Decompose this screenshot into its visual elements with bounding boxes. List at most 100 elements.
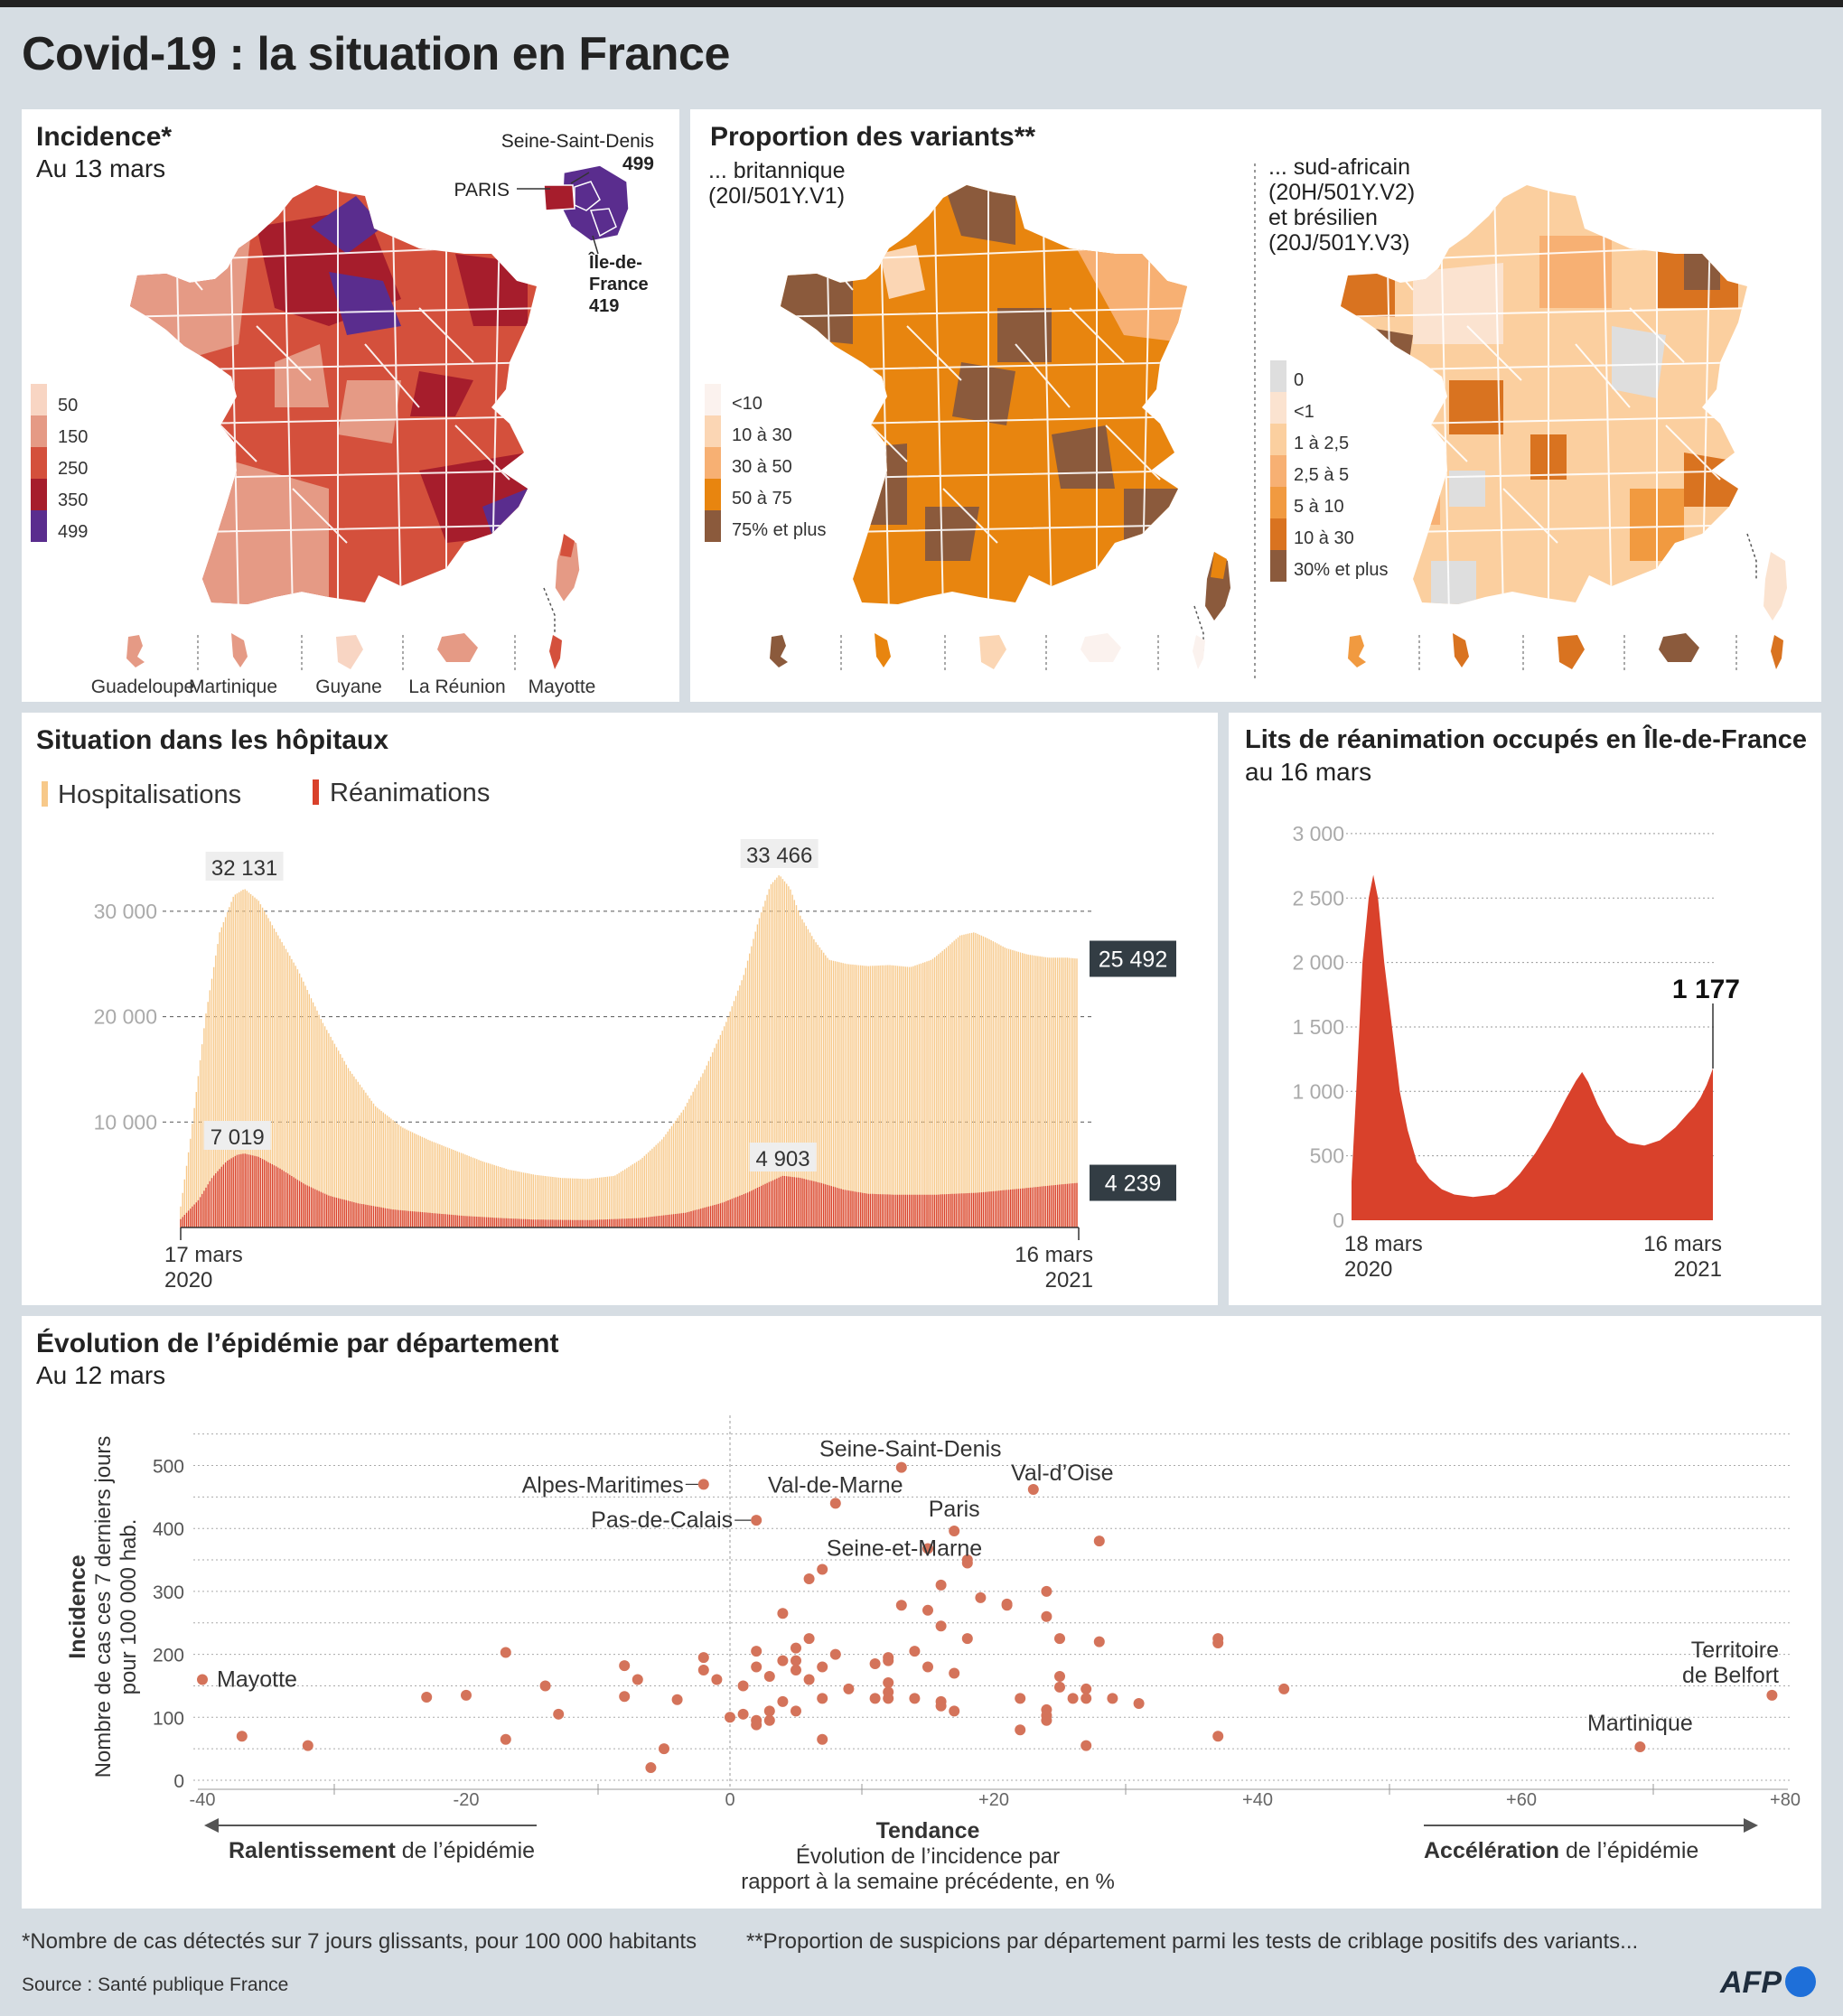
scatter-point — [975, 1591, 987, 1603]
variants-uk-label-2: (20I/501Y.V1) — [708, 183, 846, 209]
icu-idf-chart: 0 500 1 000 1 500 2 000 2 500 3 000 1 177 18 mar… — [1292, 822, 1740, 1282]
scatter-point — [777, 1655, 789, 1666]
variants-panel: Proportion des variants** ... britanniqu… — [690, 109, 1821, 702]
legend-rea-label: Réanimations — [330, 779, 490, 807]
scatter-point — [1054, 1681, 1065, 1693]
scatter-point — [763, 1705, 775, 1717]
sa-legend-swatch — [1270, 550, 1286, 582]
scatter-point — [1054, 1633, 1065, 1645]
scatter-point — [935, 1579, 947, 1591]
peak2-rea-label: 4 903 — [756, 1147, 810, 1171]
scatter-subtitle: Au 12 mars — [36, 1361, 166, 1389]
scatter-point — [869, 1658, 881, 1670]
scatter-point — [1133, 1697, 1145, 1709]
icu-end-date-1: 16 mars — [1643, 1232, 1722, 1256]
uk-variant-legend: <10 10 à 30 30 à 50 50 à 75 75% et plus — [705, 384, 827, 542]
scatter-point — [777, 1695, 789, 1707]
scatter-point — [500, 1733, 511, 1745]
scatter-point — [1212, 1731, 1224, 1742]
scatter-point — [791, 1655, 801, 1666]
scatter-point — [803, 1633, 815, 1645]
territory-label: Guadeloupe — [91, 677, 194, 697]
scatter-point — [935, 1620, 947, 1632]
idf-inset — [517, 164, 630, 255]
footnote-variants: **Proportion de suspicions par départeme… — [746, 1929, 1639, 1954]
incidence-legend-label: 499 — [58, 522, 88, 542]
scatter-point — [751, 1646, 762, 1657]
incidence-map: Seine-Saint-Denis 499 PARIS Île-de- Fran… — [31, 131, 654, 697]
last-rea-label: 4 239 — [1105, 1171, 1162, 1197]
icu-y-tick: 500 — [1310, 1144, 1344, 1168]
scatter-labeled-point — [751, 1515, 762, 1526]
scatter-point — [961, 1557, 973, 1569]
scatter-point — [949, 1705, 960, 1717]
uk-legend-swatch — [705, 415, 721, 447]
scatter-point — [659, 1743, 669, 1755]
scatter-point — [791, 1705, 801, 1717]
left-arrow-label-rest: de l’épidémie — [396, 1838, 535, 1863]
scatter-point-label: Pas-de-Calais — [591, 1507, 733, 1533]
territory-label: Mayotte — [529, 677, 596, 697]
scatter-point — [922, 1604, 933, 1616]
scatter-point — [1093, 1535, 1105, 1547]
label-paris: PARIS — [454, 180, 510, 201]
hosp-y-tick: 20 000 — [94, 1005, 157, 1029]
scatter-labeled-point — [1027, 1483, 1039, 1495]
scatter-x-tick: +40 — [1242, 1790, 1273, 1810]
scatter-labeled-point — [895, 1461, 907, 1473]
scatter-point — [697, 1652, 709, 1664]
variants-sa-label-4: (20J/501Y.V3) — [1268, 230, 1410, 256]
right-arrow-label-rest: de l’épidémie — [1559, 1838, 1698, 1863]
scatter-point — [909, 1693, 921, 1704]
sa-variant-legend: 0 <1 1 à 2,5 2,5 à 5 5 à 10 10 à 30 30% et plu… — [1270, 360, 1389, 582]
variants-territories — [770, 633, 1783, 671]
incidence-legend-label: 150 — [58, 427, 88, 447]
scatter-point — [671, 1694, 683, 1705]
scatter-point — [949, 1667, 960, 1679]
icu-start-date-2: 2020 — [1344, 1257, 1392, 1282]
scatter-point — [1081, 1683, 1092, 1694]
incidence-legend: 50 150 250 350 499 — [31, 384, 88, 542]
scatter-point — [843, 1683, 855, 1694]
scatter-point — [751, 1661, 762, 1673]
territory-label: Guyane — [315, 677, 382, 697]
scatter-point — [421, 1691, 433, 1703]
scatter-point — [631, 1674, 643, 1685]
scatter-labeled-point — [1634, 1741, 1646, 1753]
scatter-point — [619, 1691, 631, 1703]
legend-hosp-swatch — [42, 781, 48, 807]
hosp-start-date-1: 17 mars — [164, 1243, 243, 1267]
icu-y-tick: 2 500 — [1292, 886, 1344, 910]
scatter-point — [1015, 1724, 1026, 1736]
hospitals-title: Situation dans les hôpitaux — [36, 725, 389, 755]
variants-sa-label-2: (20H/501Y.V2) — [1268, 180, 1416, 205]
sa-legend-label: 30% et plus — [1294, 560, 1389, 580]
uk-legend-label: 75% et plus — [732, 520, 827, 540]
scatter-x-label-3: rapport à la semaine précédente, en % — [741, 1870, 1115, 1894]
scatter-point — [763, 1714, 775, 1726]
scatter-point — [817, 1563, 828, 1575]
scatter-point — [883, 1676, 894, 1688]
scatter-point-label: Val-de-Marne — [768, 1472, 903, 1498]
incidence-legend-swatch — [31, 384, 47, 415]
incidence-legend-label: 50 — [58, 396, 78, 415]
scatter-point — [895, 1600, 907, 1611]
scatter-point — [883, 1655, 894, 1666]
hosp-y-tick: 30 000 — [94, 900, 157, 923]
last-hosp-label: 25 492 — [1099, 947, 1167, 973]
scatter-y-tick: 400 — [153, 1519, 184, 1540]
sa-legend-label: 0 — [1294, 370, 1304, 390]
incidence-title: Incidence* — [36, 122, 173, 152]
scatter-y-label-1: Incidence — [65, 1554, 90, 1658]
legend-rea-swatch — [313, 779, 319, 805]
uk-legend-swatch — [705, 510, 721, 542]
peak1-rea-label-bg — [203, 1121, 271, 1150]
icu-end-date-2: 2021 — [1674, 1257, 1722, 1282]
scatter-point — [1041, 1610, 1052, 1622]
incidence-subtitle: Au 13 mars — [36, 154, 166, 182]
uk-legend-label: 50 à 75 — [732, 489, 792, 509]
icu-y-tick: 2 000 — [1292, 951, 1344, 975]
hospitalisations-bars — [180, 875, 1078, 1227]
scatter-point — [725, 1712, 735, 1723]
right-arrow-label-bold: Accélération — [1424, 1838, 1559, 1863]
